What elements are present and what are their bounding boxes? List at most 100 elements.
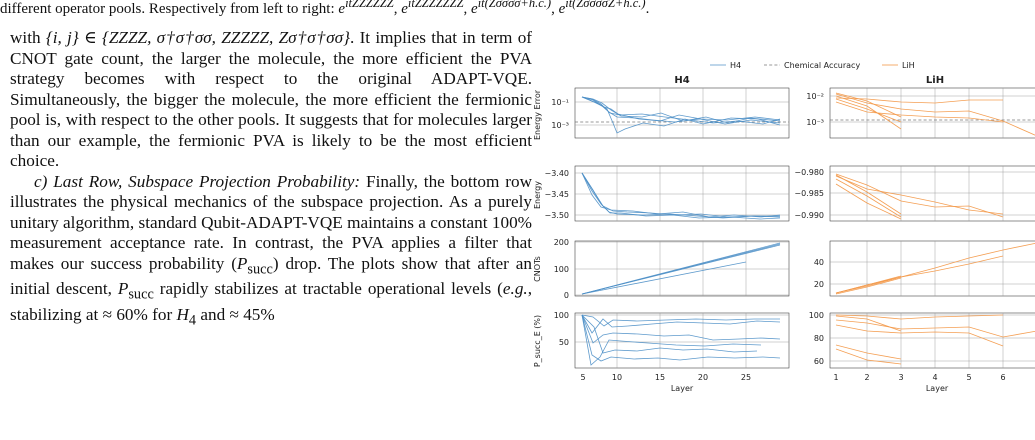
psucc-lih-tick: 60 <box>814 357 824 366</box>
h4-psucc-series <box>581 314 781 334</box>
subplot-frame <box>574 165 790 222</box>
subplot-frame <box>829 87 1035 139</box>
subplot-frame <box>574 312 790 369</box>
chemical-accuracy-legend-label: Chemical Accuracy <box>784 61 860 70</box>
cnots-lih-subplot: 40 20 <box>814 240 1035 297</box>
layer-lih-tick: 6 <box>1000 373 1005 382</box>
h4-energy-series <box>581 172 781 218</box>
lih-energy-error-series <box>835 95 902 130</box>
caption-exponential-2: eitẐẐẐẐẐẐẐ <box>401 0 464 17</box>
caption-exponent: it(Ẑσ̂σ̂σ̂σ̂Ẑ+h.c.) <box>565 0 646 10</box>
subplot-frame <box>829 165 1035 222</box>
layer-lih-tick: 4 <box>932 373 937 382</box>
paper-text: with {i, j} ∈ {ZZZZ, σ†σ†σσ, ZZZZZ, Zσ†σ… <box>10 28 532 331</box>
caption-prefix: different operator pools. Respectively f… <box>0 1 339 17</box>
body-text: . It implies that in term of CNOT gate c… <box>10 28 533 170</box>
h4-energy-error-series <box>581 96 781 124</box>
caption-exponent: itẐẐẐẐẐẐ <box>345 0 394 10</box>
lih-psucc-series <box>835 324 1004 347</box>
psucc-lih-subplot: 100 80 60 1 2 3 4 5 6 7 Layer <box>809 311 1035 393</box>
layer-h4-tick: 20 <box>698 373 708 382</box>
h4-psucc-series <box>581 314 781 362</box>
psucc-h4-subplot: 100 50 5 10 15 20 25 Layer P_succ_E (%) <box>533 311 790 393</box>
energy-error-h4-subplot: 10⁻¹ 10⁻³ Energy Error <box>533 87 790 140</box>
h4-energy-error-series <box>581 96 781 122</box>
energy-axis-label: Energy <box>533 181 542 209</box>
lih-legend-label: LiH <box>902 61 915 70</box>
example-abbreviation: e.g. <box>502 279 528 299</box>
body-text: , stabilizing at ≈ 60% for <box>10 279 533 325</box>
lih-energy-series <box>835 178 902 218</box>
h4-energy-error-series <box>581 96 781 125</box>
layer-h4-tick: 10 <box>612 373 622 382</box>
lih-layer-axis-label: Layer <box>926 384 949 393</box>
psucc-axis-label: P_succ_E (%) <box>533 315 542 367</box>
h4-title: H4 <box>674 75 689 86</box>
h4-psucc-series <box>581 314 762 366</box>
adapt-vqe-comparison-chart: H4 Chemical Accuracy LiH H4 LiH 10⁻¹ 10⁻… <box>533 61 1035 393</box>
subplot-frame <box>829 312 1035 369</box>
body-text: Finally, the bottom row illustrates the … <box>10 171 532 232</box>
caption-exponential-base: e <box>558 1 566 17</box>
energy-error-lih-tick: 10⁻² <box>806 92 824 101</box>
body-text: ) drop. The plots show that after an ini… <box>10 253 532 299</box>
subplot-frame <box>829 240 1035 297</box>
lih-energy-error-series <box>835 98 902 123</box>
lih-title: LiH <box>926 75 944 86</box>
probability-symbol: P <box>236 253 248 273</box>
energy-error-axis-label: Energy Error <box>533 89 542 140</box>
energy-h4-tick: −3.40 <box>544 169 569 178</box>
h4-legend-label: H4 <box>730 61 741 70</box>
section-label: c) Last Row, Subspace Projection Probabi… <box>34 171 361 191</box>
subplot-frame <box>574 87 790 139</box>
energy-h4-tick: −3.45 <box>544 190 569 199</box>
subplot-frame <box>574 240 790 297</box>
energy-error-h4-tick: 10⁻¹ <box>551 98 569 107</box>
caption-exponential-4: eit(Ẑσ̂σ̂σ̂σ̂Ẑ+h.c.) <box>558 0 646 17</box>
energy-lih-tick: −0.990 <box>794 211 824 220</box>
lih-energy-series <box>835 174 902 215</box>
lih-energy-error-series <box>835 97 1003 104</box>
figure-panels: H4 Chemical Accuracy LiH H4 LiH 10⁻¹ 10⁻… <box>525 57 1035 440</box>
lih-energy-series <box>835 183 902 220</box>
lih-psucc-series <box>835 315 902 332</box>
lih-cnot-series <box>835 277 902 295</box>
energy-lih-tick: −0.985 <box>794 189 824 198</box>
caption-exponential-base: e <box>338 1 346 17</box>
caption-exponent: itẐẐẐẐẐẐẐ <box>407 0 464 10</box>
body-text: measurement acceptance rate. In contrast… <box>10 233 532 273</box>
cnot-lih-tick: 40 <box>814 258 824 267</box>
energy-h4-subplot: −3.40 −3.45 −3.50 Energy <box>533 165 790 222</box>
body-text: with <box>10 28 46 47</box>
molecule-subscript: 4 <box>188 312 197 329</box>
probability-symbol: P <box>117 279 129 299</box>
lih-energy-series <box>835 175 1004 215</box>
caption-exponential-3: eit(Ẑσ̂σ̂σ̂σ̂+h.c.) <box>471 0 551 17</box>
energy-error-lih-subplot: 10⁻² 10⁻³ <box>806 87 1035 139</box>
lih-psucc-series <box>835 319 1035 338</box>
energy-error-h4-tick: 10⁻³ <box>551 121 569 130</box>
cnot-h4-tick: 0 <box>564 291 569 300</box>
psucc-h4-tick: 100 <box>554 311 569 320</box>
layer-lih-tick: 5 <box>966 373 971 382</box>
cnots-axis-label: CNOTs <box>533 256 542 282</box>
cnot-lih-tick: 20 <box>814 280 824 289</box>
lih-psucc-series <box>835 314 1004 320</box>
inline-set-expression: {i, j} ∈ {ZZZZ, σ†σ†σσ, ZZZZZ, Zσ†σ†σσ} <box>45 28 351 47</box>
h4-energy-series <box>581 172 781 219</box>
caption-exponential-base: e <box>471 1 478 17</box>
caption-exponential-base: e <box>401 1 408 17</box>
energy-lih-tick: −0.980 <box>794 168 824 177</box>
lih-cnot-series <box>835 255 1004 294</box>
paragraph-subspace-projection: c) Last Row, Subspace Projection Probabi… <box>10 172 532 332</box>
layer-h4-tick: 25 <box>741 373 751 382</box>
layer-h4-tick: 5 <box>580 373 585 382</box>
body-text: rapidly stabilizes at tractable operatio… <box>153 279 503 299</box>
cnot-h4-tick: 200 <box>554 238 569 247</box>
lih-psucc-series <box>835 348 902 365</box>
cnot-h4-tick: 100 <box>554 265 569 274</box>
energy-lih-subplot: −0.980 −0.985 −0.990 <box>794 165 1035 222</box>
layer-lih-tick: 3 <box>898 373 903 382</box>
body-text: and ≈ 45% <box>196 305 275 325</box>
h4-cnot-series <box>581 261 747 295</box>
